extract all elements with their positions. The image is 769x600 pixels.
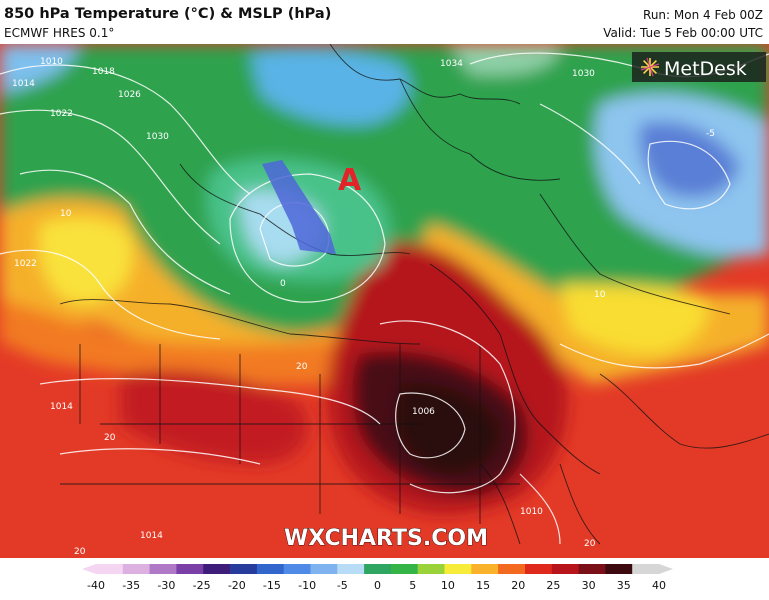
isobar-label: 1014: [12, 79, 35, 89]
isobar-label: 1006: [412, 407, 435, 417]
isobars: [0, 52, 769, 545]
legend-swatch: [632, 564, 660, 574]
isobar-label: 1034: [440, 59, 463, 69]
legend-scale: -40 -35 -30 -25 -20 -15 -10 -5 0 5 10 15 20 25 30 35 40: [82, 564, 673, 592]
model-name: ECMWF HRES 0.1°: [4, 26, 115, 40]
isobar-label: 20: [104, 433, 116, 443]
isobar-label: 1014: [140, 531, 163, 541]
legend-swatch: [203, 564, 231, 574]
legend-swatch: [96, 564, 124, 574]
metdesk-logo: MetDesk: [632, 52, 766, 82]
legend-swatch: [283, 564, 312, 574]
legend-swatch: [471, 564, 499, 574]
legend-swatch: [444, 564, 472, 574]
legend-swatch: [122, 564, 151, 574]
legend-tick-label: -5: [337, 579, 348, 592]
legend-tick-label: 35: [617, 579, 631, 592]
legend-swatch: [578, 564, 606, 574]
legend-tick-label: -30: [157, 579, 175, 592]
isobar-label: 10: [60, 209, 72, 219]
legend-tick-label: 15: [476, 579, 490, 592]
isobar-label: 1010: [520, 507, 543, 517]
legend-tick-label: 5: [409, 579, 416, 592]
legend-tick-label: 0: [374, 579, 381, 592]
legend-swatch: [390, 564, 419, 574]
legend-tick-label: -40: [87, 579, 105, 592]
legend-max-arrow: [659, 564, 673, 574]
legend-tick-label: 30: [582, 579, 596, 592]
isobar-label: 20: [296, 362, 308, 372]
legend-swatch: [417, 564, 446, 574]
isobar-label: 1030: [146, 132, 169, 142]
temperature-field: [0, 44, 769, 514]
legend-tick-label: -20: [228, 579, 246, 592]
legend-tick-label: -15: [263, 579, 281, 592]
legend-color-bar: [82, 564, 673, 574]
legend-min-arrow: [82, 564, 96, 574]
temperature-legend: -40 -35 -30 -25 -20 -15 -10 -5 0 5 10 15 20 25 30 35 40: [0, 558, 769, 600]
isobar-label: -5: [706, 129, 715, 139]
isobar-label: 1022: [50, 109, 73, 119]
legend-swatch: [176, 564, 204, 574]
legend-ticks: -40 -35 -30 -25 -20 -15 -10 -5 0 5 10 15 20 25 30 35 40: [87, 579, 666, 592]
header: 850 hPa Temperature (°C) & MSLP (hPa) EC…: [0, 0, 769, 44]
legend-swatch: [230, 564, 258, 574]
chart-title: 850 hPa Temperature (°C) & MSLP (hPa): [4, 6, 332, 22]
isobar-label: 1030: [572, 69, 595, 79]
legend-tick-label: 20: [511, 579, 525, 592]
legend-swatch: [551, 564, 580, 574]
valid-time: Valid: Tue 5 Feb 00:00 UTC: [603, 26, 763, 40]
isobar-label: 1026: [118, 90, 141, 100]
low-pressure-marker: A: [338, 163, 362, 198]
legend-swatch: [525, 564, 553, 574]
cold-pool-arrow: [262, 160, 336, 254]
wxcharts-watermark: WXCHARTS.COM: [284, 526, 488, 551]
isobar-label: 1022: [14, 259, 37, 269]
isobar-label: 10: [594, 290, 606, 300]
isobar-label: 0: [280, 279, 286, 289]
legend-tick-label: -35: [122, 579, 140, 592]
isobar-label: 20: [74, 547, 86, 557]
legend-swatch: [498, 564, 526, 574]
legend-swatch: [149, 564, 177, 574]
isobar-label: 1010: [40, 57, 63, 67]
legend-swatch: [310, 564, 338, 574]
legend-tick-label: 10: [441, 579, 455, 592]
weather-map: 1010 1014 1018 1026 1022 1030 1022 10 10…: [0, 44, 769, 558]
isobar-labels: 1010 1014 1018 1026 1022 1030 1022 10 10…: [12, 57, 715, 557]
run-time: Run: Mon 4 Feb 00Z: [643, 8, 763, 22]
legend-swatch: [256, 564, 285, 574]
legend-swatch: [337, 564, 365, 574]
legend-swatch: [364, 564, 392, 574]
legend-swatch: [605, 564, 633, 574]
isobar-label: 1014: [50, 402, 73, 412]
legend-tick-label: 40: [652, 579, 666, 592]
legend-tick-label: -10: [298, 579, 316, 592]
isobar-label: 20: [584, 539, 596, 549]
legend-tick-label: -25: [193, 579, 211, 592]
svg-text:MetDesk: MetDesk: [664, 58, 747, 80]
legend-tick-label: 25: [546, 579, 560, 592]
isobar-label: 1018: [92, 67, 115, 77]
